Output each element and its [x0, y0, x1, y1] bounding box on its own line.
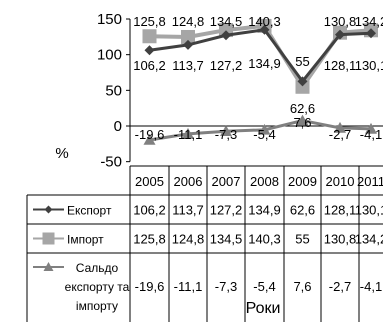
x-axis-label: Роки [246, 300, 281, 317]
data-label-1: 113,7 [172, 58, 204, 73]
legend-key-marker [44, 205, 53, 214]
table-cell: -11,1 [174, 279, 203, 294]
table-cell: 125,8 [133, 232, 166, 247]
x-tick-label: 2008 [250, 174, 279, 189]
table-cell: 124,8 [172, 232, 205, 247]
legend-label: імпорту [76, 299, 118, 313]
table-cell: 130,1 [355, 203, 383, 218]
data-label-2: 124,8 [172, 14, 205, 29]
table-cell: 127,2 [210, 203, 243, 218]
data-label-2: 130,8 [324, 14, 357, 29]
x-tick-label: 2011 [357, 174, 383, 189]
data-label-3: -11,1 [174, 127, 203, 142]
table-cell: 140,3 [248, 232, 281, 247]
data-label-2: 125,8 [133, 14, 166, 29]
table-cell: 134,9 [248, 203, 281, 218]
data-label-3: -4,1 [360, 127, 382, 142]
x-tick-label: 2005 [135, 174, 164, 189]
data-label-3: -2,7 [329, 127, 351, 142]
plot-area [126, 18, 383, 163]
data-point-3 [258, 123, 271, 135]
x-tick-label: 2006 [174, 174, 203, 189]
data-point-1 [144, 45, 155, 56]
table-cell: 7,6 [293, 279, 311, 294]
data-point-1 [183, 39, 193, 50]
data-point-1 [366, 28, 376, 39]
table-cell: -19,6 [135, 279, 165, 294]
data-point-3 [365, 122, 377, 134]
data-label-1: 128,1 [324, 58, 357, 73]
data-point-2 [295, 79, 310, 94]
table-cell: -2,7 [329, 279, 351, 294]
data-point-3 [220, 125, 232, 137]
table-cell: -5,4 [253, 279, 275, 294]
text-layer: 150 100 50 0 -50% 125,8 124,8 134,5 140,3 55 130,8… [55, 11, 383, 317]
x-tick-label: 2007 [212, 174, 241, 189]
table-cell: 55 [295, 232, 309, 247]
table-cell: 130,8 [324, 232, 357, 247]
x-tick-label: 2009 [288, 174, 317, 189]
table-cell: 134,2 [355, 232, 383, 247]
data-label-1: 62,6 [290, 101, 315, 116]
data-table [26, 165, 383, 322]
legend-label: Експорт [67, 204, 112, 218]
legend-label: Імпорт [67, 233, 104, 247]
data-label-1: 134,9 [248, 56, 281, 71]
data-label-3: -7,3 [215, 127, 237, 142]
data-label-1: 106,2 [133, 58, 166, 73]
table-cell: 106,2 [133, 203, 166, 218]
table-cell: 113,7 [172, 203, 204, 218]
y-tick-label: -50 [100, 154, 122, 171]
y-tick-label: 150 [97, 11, 122, 28]
table-cell: -4,1 [360, 279, 382, 294]
x-tick-label: 2010 [326, 174, 355, 189]
data-point-1 [335, 29, 345, 40]
table-cell: 62,6 [290, 203, 315, 218]
data-label-3: 7,6 [293, 115, 311, 130]
legend-label: Сальдо [76, 261, 119, 275]
data-point-2 [142, 29, 157, 44]
legend-label: експорту та [65, 280, 130, 294]
data-point-3 [182, 127, 194, 139]
data-label-3: -5,4 [253, 127, 275, 142]
data-label-2: 134,5 [210, 14, 243, 29]
table-cell: 128,1 [324, 203, 357, 218]
table-cell: -7,3 [215, 279, 237, 294]
data-label-1: 130,1 [355, 58, 383, 73]
data-label-3: -19,6 [135, 127, 165, 142]
data-point-3 [296, 114, 309, 126]
y-tick-label: 50 [105, 82, 122, 99]
data-point-3 [334, 121, 346, 133]
data-point-1 [297, 76, 308, 87]
data-label-2: 140,3 [248, 14, 281, 29]
data-point-2 [181, 29, 195, 44]
data-label-2: 55 [295, 54, 309, 69]
y-tick-label: 100 [97, 47, 122, 64]
data-label-2: 134,2 [355, 14, 383, 29]
y-axis-label: % [55, 145, 68, 162]
data-label-1: 127,2 [210, 58, 243, 73]
data-point-1 [259, 24, 270, 35]
y-tick-label: 0 [114, 118, 122, 135]
legend-key-marker [42, 232, 55, 245]
legend-key-marker [43, 262, 54, 271]
table-cell: 134,5 [210, 232, 243, 247]
data-point-3 [143, 133, 156, 145]
data-point-1 [221, 30, 231, 41]
